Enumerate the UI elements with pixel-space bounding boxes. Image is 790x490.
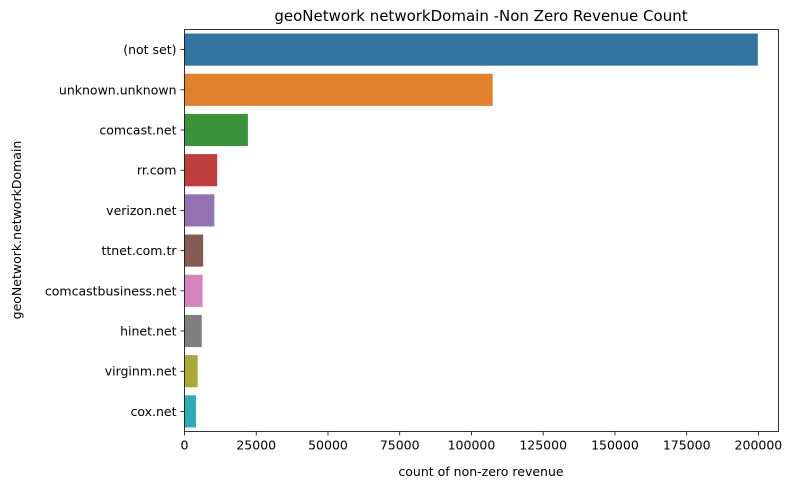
bar [184,314,202,348]
plot-frame [184,29,779,432]
x-tick-label: 175000 [663,438,711,453]
bar [184,154,218,187]
chart-title: geoNetwork networkDomain -Non Zero Reven… [274,7,687,25]
y-tick-label: comcastbusiness.net [45,283,177,298]
y-axis-ticks: (not set) unknown.unknown comcast.net rr.co… [45,42,185,419]
bar [184,395,196,428]
x-axis-ticks: 0 25000 50000 75000 100000 125000 150000 175000… [181,431,783,453]
y-tick-label: cox.net [130,404,176,419]
y-tick-label: virginm.net [105,364,177,379]
bar [184,355,198,388]
y-axis-label: geoNetwork.networkDomain [9,141,24,320]
y-tick-label: ttnet.com.tr [102,243,178,258]
y-tick-label: verizon.net [106,203,176,218]
bar [184,33,758,66]
x-tick-label: 75000 [380,438,420,453]
x-tick-label: 0 [181,438,189,453]
x-tick-label: 50000 [308,438,348,453]
x-tick-label: 100000 [448,438,496,453]
bar [184,194,215,227]
bar [184,113,248,147]
y-tick-label: hinet.net [120,324,176,339]
x-axis-label: count of non-zero revenue [398,464,563,479]
y-tick-label: rr.com [137,163,177,178]
bars-group [184,33,758,428]
bar [184,234,204,267]
x-tick-label: 125000 [519,438,567,453]
y-tick-label: (not set) [123,42,176,57]
bar [184,274,203,307]
x-tick-label: 200000 [735,438,783,453]
x-tick-label: 150000 [591,438,639,453]
y-tick-label: comcast.net [99,123,176,138]
x-tick-label: 25000 [236,438,276,453]
y-tick-label: unknown.unknown [59,82,177,97]
bar [184,73,493,106]
